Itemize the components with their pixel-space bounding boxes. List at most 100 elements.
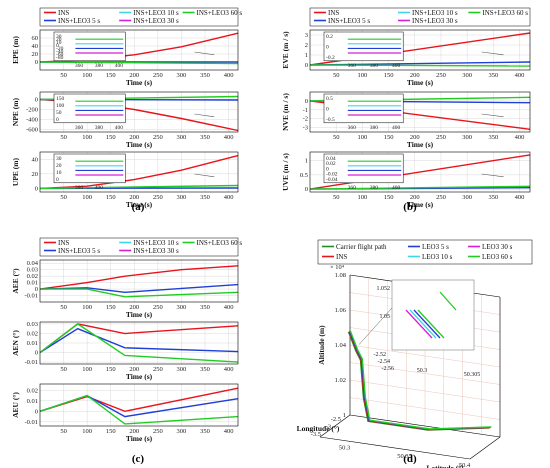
inset-y-tick-label: -0.04 xyxy=(326,177,338,183)
x-tick-label: 350 xyxy=(488,134,498,141)
x-tick-label: 250 xyxy=(436,134,446,141)
y-tick-label: 0.03 xyxy=(27,321,38,328)
inset-y-tick-label: 0 xyxy=(326,106,329,112)
inset-box xyxy=(323,153,404,184)
legend-entry: INS+LEO3 10 s xyxy=(412,9,458,17)
z-tick-label: 1.06 xyxy=(335,307,347,314)
x-tick-label: 400 xyxy=(224,428,234,435)
z-tick-label: 1.08 xyxy=(335,272,346,279)
legend-entry: INS+LEO3 60 s xyxy=(197,9,243,17)
legend-entry: LEO3 5 s xyxy=(422,243,449,251)
inset-x-tick-label: 360 xyxy=(75,63,84,69)
series-line-ins xyxy=(39,265,239,290)
legend-entry: INS+LEO3 10 s xyxy=(133,9,179,17)
y-axis-label: NVE (m / s) xyxy=(281,93,290,131)
inset-box xyxy=(391,279,475,351)
x-axis-label: Time (s) xyxy=(126,372,153,381)
x-axis-label: Time (s) xyxy=(126,310,153,319)
y-tick-label: 0 xyxy=(35,59,38,66)
latitude-tick-label: 50.35 xyxy=(397,453,412,460)
y-tick-label: 60 xyxy=(32,35,39,42)
series-line-ins xyxy=(309,154,531,190)
y-tick-label: 0.01 xyxy=(27,280,38,287)
x-tick-label: 350 xyxy=(200,428,210,435)
x-tick-label: 350 xyxy=(200,134,210,141)
inset-y-tick-label: -0.5 xyxy=(326,117,335,123)
y-tick-label: -3 xyxy=(303,125,308,132)
latitude-tick-label: 50.3 xyxy=(339,444,350,451)
y-tick-label: -600 xyxy=(26,127,38,134)
x-tick-label: 150 xyxy=(106,428,116,435)
y-tick-label: -2 xyxy=(303,116,308,123)
z-tick-label: 1.04 xyxy=(335,342,347,349)
axes-frame xyxy=(39,151,239,193)
legend-entry: INS+LEO3 5 s xyxy=(58,17,100,25)
x-tick-label: 300 xyxy=(462,134,472,141)
x-tick-label: 250 xyxy=(153,428,163,435)
y-tick-label: 0.02 xyxy=(27,273,38,280)
inset-y-tick-label: -60 xyxy=(56,52,64,58)
x-tick-label: 400 xyxy=(515,134,525,141)
zoom-arrow xyxy=(481,113,504,118)
x-tick-label: 400 xyxy=(515,194,525,201)
x-tick-label: 200 xyxy=(129,366,139,373)
x-tick-label: 400 xyxy=(224,194,234,201)
latitude-tick-label: 50.4 xyxy=(459,462,471,468)
inset-y-tick-label: 0.2 xyxy=(326,34,333,40)
inset-y-tick-label: 0.04 xyxy=(326,156,336,162)
x-tick-label: 400 xyxy=(224,366,234,373)
caption-c: (c) xyxy=(132,453,145,465)
x-tick-label: 250 xyxy=(436,194,446,201)
legend-entry: INS xyxy=(336,253,347,261)
x-tick-label: 200 xyxy=(410,72,420,79)
zoom-arrow xyxy=(358,307,393,345)
x-tick-label: 50 xyxy=(60,134,67,141)
x-tick-label: 300 xyxy=(177,428,187,435)
y-tick-label: -200 xyxy=(26,107,38,114)
inset-box xyxy=(53,31,126,62)
inset-y-tick-label: 50 xyxy=(56,110,62,116)
x-tick-label: 200 xyxy=(129,194,139,201)
legend-entry: INS+LEO3 30 s xyxy=(412,17,458,25)
x-tick-label: 250 xyxy=(153,304,163,311)
x-tick-label: 100 xyxy=(82,304,92,311)
x-tick-label: 300 xyxy=(177,72,187,79)
inset-y-tick-label: 0 xyxy=(326,166,329,172)
x-tick-label: 50 xyxy=(60,194,67,201)
x-tick-label: 400 xyxy=(224,72,234,79)
series-line-ins+leo3-5-s xyxy=(39,327,239,354)
x-tick-label: 150 xyxy=(384,134,394,141)
x-tick-label: 400 xyxy=(224,304,234,311)
legend-entry: INS+LEO3 5 s xyxy=(58,247,100,255)
x-tick-label: 150 xyxy=(384,194,394,201)
inset-x-tick-label: 380 xyxy=(75,185,84,191)
x-tick-label: 50 xyxy=(333,72,340,79)
y-tick-label: 0.03 xyxy=(27,267,38,274)
x-tick-label: 400 xyxy=(224,134,234,141)
legend-entry: INS+LEO3 30 s xyxy=(133,247,179,255)
x-tick-label: 350 xyxy=(200,304,210,311)
y-axis-label: UVE (m / s) xyxy=(281,153,290,191)
caption-d: (d) xyxy=(403,453,417,465)
y-tick-label: -1 xyxy=(303,107,308,114)
series-line-ins+leo3-60-s xyxy=(39,61,239,65)
y-tick-label: 0.02 xyxy=(27,330,38,337)
inset-x-tick-label: 360 xyxy=(75,125,84,131)
y-axis-label: AEN (°) xyxy=(11,330,20,356)
y-tick-label: 20 xyxy=(32,171,39,178)
series-line-ins+leo3-60-s xyxy=(39,184,239,190)
axis-line xyxy=(349,414,501,438)
inset-x-tick-label: 400 xyxy=(115,63,124,69)
x-axis-label: Time (s) xyxy=(126,434,153,443)
inset-y-tick-label: 0.5 xyxy=(326,96,333,102)
inset-y-tick-label: -40 xyxy=(56,49,64,55)
y-tick-label: 1 xyxy=(305,158,308,165)
inset-x-tick-label: 400 xyxy=(392,185,401,191)
x-tick-label: 150 xyxy=(106,194,116,201)
axes-frame xyxy=(309,91,531,133)
x-tick-label: 50 xyxy=(333,134,340,141)
y-tick-label: 20 xyxy=(32,51,39,58)
longitude-tick-label: -2.5 xyxy=(331,416,341,423)
